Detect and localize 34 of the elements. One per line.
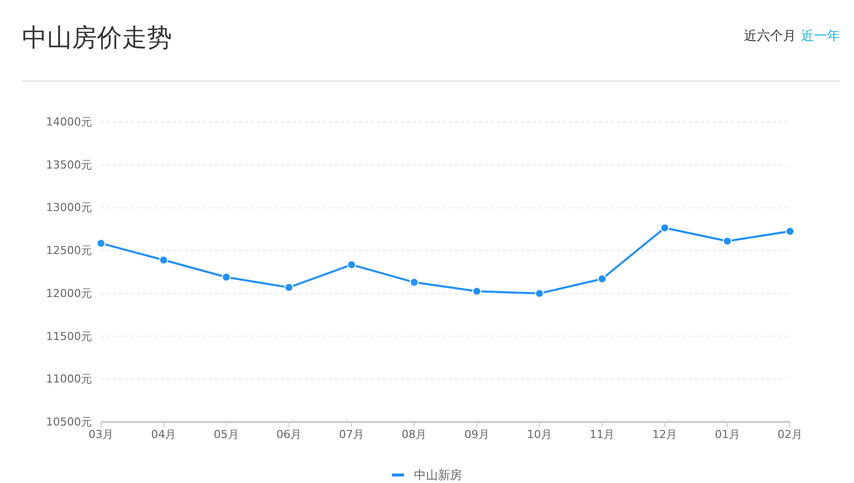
x-tick-label: 08月 — [402, 428, 427, 441]
y-tick-label: 14000元 — [46, 116, 92, 129]
point — [410, 278, 419, 287]
point — [786, 226, 794, 236]
text: 近一年 — [801, 29, 840, 44]
y-tick-label: 12500元 — [46, 244, 92, 258]
x-tick-label: 04月 — [151, 428, 176, 441]
point — [722, 236, 732, 246]
x-tick-label: 06月 — [276, 428, 302, 441]
chart-title: 中山房价走势 — [22, 23, 172, 52]
point — [472, 286, 482, 296]
point — [159, 256, 168, 264]
y-tick-label: 13500元 — [46, 158, 92, 172]
x-tick-label: 02月 — [778, 428, 802, 441]
text: 近六个月 — [744, 29, 796, 44]
x-tick-label: 07月 — [339, 428, 364, 441]
y-tick-label: 12000元 — [46, 286, 92, 300]
x-tick-label: 12月 — [652, 428, 678, 441]
x-tick-label: 05月 — [214, 428, 239, 441]
point — [598, 274, 607, 284]
y-tick-label: 10500元 — [46, 416, 92, 429]
point — [347, 260, 356, 270]
point — [96, 238, 106, 248]
x-tick-label: 11月 — [590, 428, 615, 441]
y-tick-label: 11000元 — [46, 372, 92, 386]
x-tick-label: 03月 — [88, 428, 114, 441]
x-tick-label: 10月 — [526, 428, 552, 441]
point — [222, 272, 231, 282]
legend-label: 中山新房 — [414, 468, 462, 482]
y-tick-label: 13000元 — [46, 201, 92, 214]
point — [660, 223, 670, 232]
x-tick-label: 01月 — [714, 428, 740, 441]
x-tick-label: 09月 — [464, 428, 490, 441]
y-tick-label: 11500元 — [46, 330, 92, 343]
